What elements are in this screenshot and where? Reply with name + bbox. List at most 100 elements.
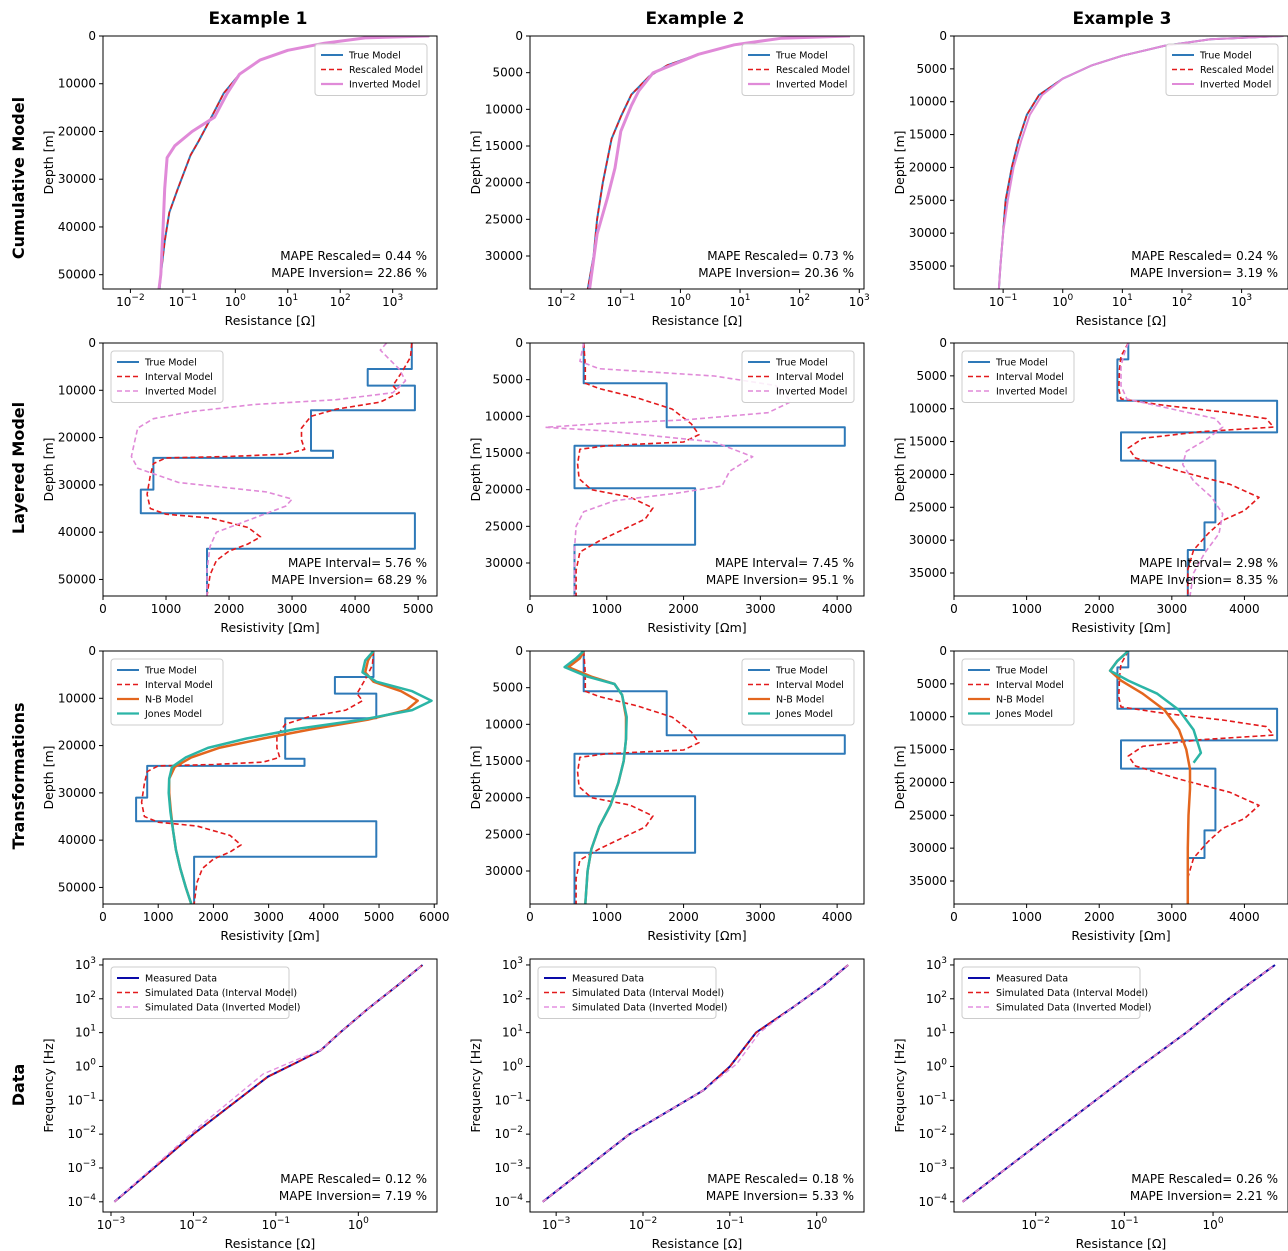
x-tick-label: 4000 xyxy=(822,910,853,924)
series-line-inverted xyxy=(588,36,851,289)
legend-label: True Model xyxy=(144,666,197,677)
x-axis-label: Resistivity [Ωm] xyxy=(220,928,319,943)
x-tick-label: 1000 xyxy=(1011,910,1042,924)
legend-label: Jones Model xyxy=(775,709,833,720)
mape-annotation: MAPE Interval= 7.45 % xyxy=(715,556,854,570)
y-axis-label: Depth [m] xyxy=(892,438,907,502)
x-axis-label: Resistivity [Ωm] xyxy=(1071,620,1170,635)
x-tick-label: 2000 xyxy=(1084,910,1115,924)
mape-annotation: MAPE Rescaled= 0.18 % xyxy=(707,1172,854,1186)
series-line-jones xyxy=(167,651,433,904)
legend-box xyxy=(110,350,224,403)
row-title-cumulative: Cumulative Model xyxy=(9,97,28,259)
y-tick-label: 103 xyxy=(926,956,947,972)
x-tick-label: 0 xyxy=(526,910,534,924)
y-tick-label: 0 xyxy=(939,336,947,350)
x-tick-label: 102 xyxy=(789,293,810,309)
x-tick-label: 100 xyxy=(670,293,691,309)
series-line-true xyxy=(573,343,846,596)
legend: True Model Rescaled Model Inverted Model xyxy=(314,43,428,96)
x-tick-label: 3000 xyxy=(1157,910,1188,924)
legend: True Model Interval Model Inverted Model xyxy=(961,350,1075,403)
chart-panel: 10−2 10−1 100 10−4 10−3 10−2 10−1 100 101 102 103 R… xyxy=(892,956,1288,1251)
y-tick-label: 15000 xyxy=(909,743,947,757)
chart-panel: 0 1000 2000 3000 4000 0 5000 10000 15000 20000 250… xyxy=(892,336,1288,635)
y-tick-label: 15000 xyxy=(909,435,947,449)
legend-label: True Model xyxy=(144,358,197,369)
axes-frame xyxy=(102,958,438,1213)
x-tick-label: 10−3 xyxy=(542,1216,571,1232)
x-tick-label: 4000 xyxy=(822,602,853,616)
legend-label: Simulated Data (Interval Model) xyxy=(996,988,1148,999)
chart-panel: 0 1000 2000 3000 4000 5000 6000 0 10000 20000 3000… xyxy=(41,644,450,943)
legend-label: Rescaled Model xyxy=(1200,65,1274,76)
series-line-nb xyxy=(1108,651,1192,904)
y-tick-label: 40000 xyxy=(58,220,96,234)
x-tick-label: 103 xyxy=(1231,293,1252,309)
y-axis-label: Frequency [Hz] xyxy=(41,1038,56,1132)
x-tick-label: 5000 xyxy=(364,910,395,924)
y-tick-label: 101 xyxy=(926,1024,947,1040)
y-tick-label: 101 xyxy=(75,1024,96,1040)
y-tick-label: 15000 xyxy=(485,754,523,768)
x-tick-label: 4000 xyxy=(1229,602,1260,616)
row-title-data: Data xyxy=(9,1064,28,1107)
x-tick-label: 102 xyxy=(330,293,351,309)
x-tick-label: 0 xyxy=(99,910,107,924)
x-tick-label: 10−2 xyxy=(116,293,145,309)
legend-label: N-B Model xyxy=(776,695,824,706)
x-tick-label: 10−1 xyxy=(716,1216,745,1232)
legend-label: Jones Model xyxy=(144,709,202,720)
x-axis-label: Resistance [Ω] xyxy=(1076,313,1167,328)
legend-box xyxy=(961,350,1075,403)
x-tick-label: 1000 xyxy=(1011,602,1042,616)
legend-box xyxy=(961,966,1141,1019)
y-axis-label: Depth [m] xyxy=(41,131,56,195)
legend-label: Simulated Data (Inverted Model) xyxy=(145,1003,300,1014)
axes-frame xyxy=(102,650,438,905)
x-tick-label: 4000 xyxy=(1229,910,1260,924)
mape-annotation: MAPE Inversion= 5.33 % xyxy=(706,1189,854,1203)
x-tick-label: 100 xyxy=(1203,1216,1224,1232)
y-tick-label: 10−1 xyxy=(918,1091,947,1107)
legend-label: Measured Data xyxy=(145,974,217,985)
y-tick-label: 15000 xyxy=(909,128,947,142)
y-tick-label: 35000 xyxy=(909,874,947,888)
y-tick-label: 0 xyxy=(515,29,523,43)
y-tick-label: 10000 xyxy=(485,409,523,423)
x-axis-label: Resistance [Ω] xyxy=(1076,1236,1167,1251)
y-tick-label: 30000 xyxy=(909,841,947,855)
series-line-interval xyxy=(1118,651,1275,904)
y-tick-label: 30000 xyxy=(485,864,523,878)
y-tick-label: 25000 xyxy=(485,519,523,533)
mape-annotation: MAPE Interval= 5.76 % xyxy=(288,556,427,570)
y-tick-label: 10−3 xyxy=(67,1159,96,1175)
series-group xyxy=(135,651,433,904)
legend-label: Interval Model xyxy=(776,372,844,383)
chart-panel: 10−3 10−2 10−1 10010−410−310−210−1100101102… xyxy=(41,956,438,1251)
series-line-interval xyxy=(158,36,430,289)
series-line-true xyxy=(1116,343,1279,596)
x-tick-label: 10−1 xyxy=(169,293,198,309)
y-tick-label: 100 xyxy=(926,1057,947,1073)
legend-label: Measured Data xyxy=(572,974,644,985)
mape-annotation: MAPE Rescaled= 0.26 % xyxy=(1131,1172,1278,1186)
y-tick-label: 0 xyxy=(88,29,96,43)
x-tick-label: 100 xyxy=(806,1216,827,1232)
legend-label: Interval Model xyxy=(996,372,1064,383)
legend-label: Inverted Model xyxy=(776,387,847,398)
x-tick-label: 10−2 xyxy=(1021,1216,1050,1232)
x-tick-label: 101 xyxy=(277,293,298,309)
y-axis-label: Frequency [Hz] xyxy=(892,1038,907,1132)
x-tick-label: 103 xyxy=(382,293,403,309)
legend-label: True Model xyxy=(348,51,401,62)
y-tick-label: 30000 xyxy=(58,786,96,800)
series-line-inverted xyxy=(544,343,792,596)
y-tick-label: 5000 xyxy=(492,66,523,80)
y-tick-label: 20000 xyxy=(58,124,96,138)
y-tick-label: 101 xyxy=(502,1024,523,1040)
y-tick-label: 10000 xyxy=(909,402,947,416)
mape-annotation: MAPE Inversion= 68.29 % xyxy=(271,573,427,587)
x-tick-label: 3000 xyxy=(253,910,284,924)
